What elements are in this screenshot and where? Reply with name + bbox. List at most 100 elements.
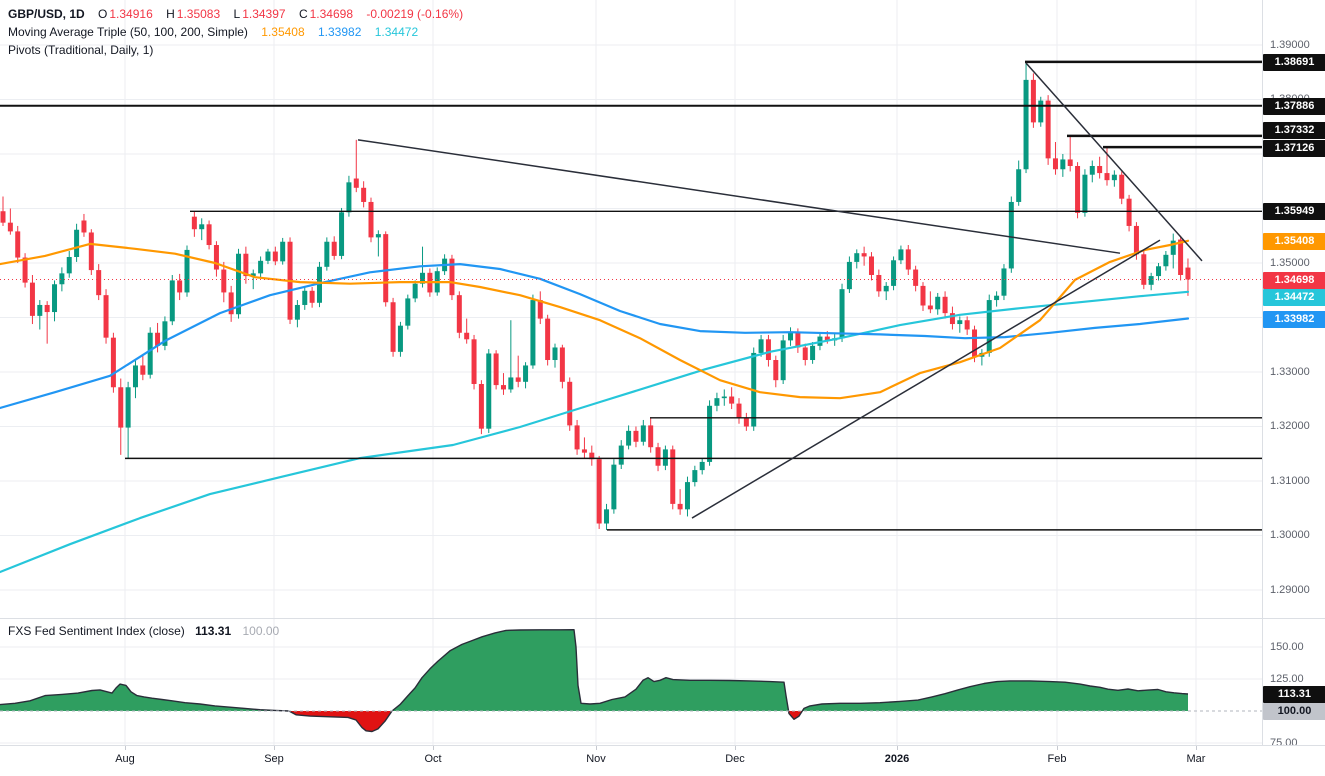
candle-body [324, 241, 330, 267]
candle-body [677, 503, 683, 510]
change-value: -0.00219 (-0.16%) [366, 7, 464, 21]
candle-body [574, 425, 580, 450]
high-value: 1.35083 [176, 7, 221, 21]
candle-body [221, 269, 227, 293]
panel-separator[interactable] [0, 618, 1325, 619]
candle-body [397, 325, 403, 352]
candle-body [1133, 225, 1139, 255]
candle-body [972, 329, 978, 357]
candle-body [390, 302, 396, 352]
candle-body [155, 332, 161, 346]
candle-body [699, 461, 705, 471]
price-label: 1.30000 [1270, 529, 1310, 541]
candle-body [1038, 100, 1044, 123]
candle-body [96, 270, 102, 296]
candle-body [177, 280, 183, 293]
time-tick [433, 746, 434, 750]
sentiment-outline [0, 629, 1189, 733]
candle-body [707, 405, 713, 462]
candle-body [464, 332, 470, 340]
candle-body [640, 425, 646, 442]
candle-body [743, 418, 749, 427]
candle-body [854, 253, 860, 262]
time-axis[interactable]: Aug Sep Oct Nov Dec 2026 Feb Mar [0, 746, 1325, 776]
candle-body [1075, 165, 1081, 213]
price-label: 1.32000 [1270, 420, 1310, 432]
candle-body [1023, 79, 1029, 170]
candle-body [250, 273, 256, 277]
candle-body [876, 274, 882, 292]
candle-body [15, 231, 21, 258]
candle-body [1185, 267, 1191, 280]
time-label-feb: Feb [1047, 753, 1067, 765]
candle-body [74, 229, 80, 258]
candle-body [1119, 174, 1125, 199]
candle-body [662, 449, 668, 466]
candle-body [861, 253, 867, 257]
sentiment-scale-label: 125.00 [1270, 672, 1304, 685]
sentiment-baseline-value: 100.00 [242, 624, 280, 638]
time-label-2026: 2026 [884, 753, 910, 765]
legend-row-pivots[interactable]: Pivots (Traditional, Daily, 1) [8, 41, 463, 59]
sentiment-value: 113.31 [195, 624, 232, 638]
candle-body [37, 304, 43, 316]
sentiment-legend[interactable]: FXS Fed Sentiment Index (close) 113.31 1… [8, 624, 279, 638]
candle-body [618, 445, 624, 465]
candle-body [302, 290, 308, 305]
candle-body [500, 385, 506, 390]
price-badge: 1.35949 [1263, 202, 1325, 220]
candle-body [839, 289, 845, 339]
candle-body [1067, 159, 1073, 166]
candle-body [309, 290, 315, 303]
candle-body [648, 425, 654, 448]
price-scale[interactable]: 1.390001.380001.370001.360001.350001.340… [1262, 0, 1325, 749]
candle-body [780, 340, 786, 381]
candle-body [1089, 165, 1095, 175]
time-label-nov: Nov [586, 753, 606, 765]
candle-body [88, 232, 94, 271]
candle-body [294, 304, 300, 320]
sentiment-area [0, 629, 1262, 733]
candle-body [103, 295, 109, 338]
candle-body [1104, 173, 1110, 181]
candle-body [405, 298, 411, 326]
price-chart-canvas[interactable] [0, 0, 1262, 745]
candle-body [1030, 79, 1036, 123]
candle-body [420, 272, 426, 284]
candle-body [110, 337, 116, 388]
legend-row-ma[interactable]: Moving Average Triple (50, 100, 200, Sim… [8, 23, 463, 41]
legend-row-symbol[interactable]: GBP/USD, 1D O 1.34916 H 1.35083 L 1.34397 C… [8, 5, 463, 23]
candle-body [913, 269, 919, 286]
trendlines [357, 62, 1203, 519]
candle-body [986, 300, 992, 353]
candle-body [331, 241, 337, 256]
candle-body [140, 365, 146, 375]
close-value: 1.34698 [309, 7, 353, 21]
candle-body [920, 285, 926, 306]
candle-body [1016, 169, 1022, 202]
candle-body [1052, 158, 1058, 170]
candle-body [1156, 266, 1162, 277]
candle-body [1001, 268, 1007, 296]
candle-body [493, 353, 499, 386]
candle-body [368, 201, 374, 238]
candle-body [559, 347, 565, 382]
candle-body [949, 313, 955, 325]
candle-body [596, 459, 602, 524]
time-label-mar: Mar [1186, 753, 1206, 765]
candle-body [692, 470, 698, 483]
sentiment-badge: 100.00 [1263, 702, 1325, 720]
chart-legend: GBP/USD, 1D O 1.34916 H 1.35083 L 1.34397 C… [8, 5, 463, 59]
candle-body [59, 273, 65, 285]
trendline [691, 239, 1161, 519]
price-badge: 1.37886 [1263, 97, 1325, 115]
candle-body [1170, 240, 1176, 255]
symbol-title: GBP/USD, 1D [8, 7, 85, 21]
candle-body [824, 336, 830, 341]
sma-100-line [0, 263, 1190, 410]
candle-body [361, 187, 367, 202]
candle-body [530, 300, 536, 366]
candle-body [1148, 276, 1154, 285]
candle-body [1178, 239, 1184, 275]
